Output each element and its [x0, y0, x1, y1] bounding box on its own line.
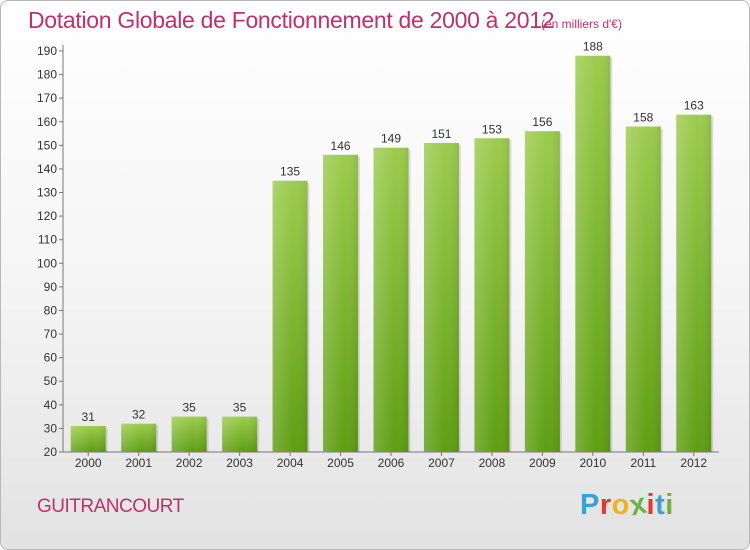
data-label-2000: 31	[82, 410, 96, 424]
data-label-2010: 188	[583, 40, 603, 54]
x-tick-label-2006: 2006	[378, 456, 405, 470]
y-tick-label: 40	[44, 398, 58, 412]
bar-highlight	[323, 154, 359, 452]
commune-name: GUITRANCOURT	[37, 496, 184, 517]
y-tick-label: 70	[44, 327, 58, 341]
data-label-2003: 35	[233, 401, 247, 415]
data-label-2004: 135	[280, 165, 300, 179]
data-label-2008: 153	[482, 122, 502, 136]
x-tick-label-2007: 2007	[428, 456, 455, 470]
y-tick-label: 180	[37, 68, 57, 82]
bar-highlight	[676, 114, 712, 452]
bar-highlight	[625, 126, 661, 452]
y-tick-label: 130	[37, 186, 57, 200]
data-label-2009: 156	[532, 115, 552, 129]
logo-letter: P	[580, 489, 600, 521]
data-label-2002: 35	[182, 401, 196, 415]
bar-highlight	[222, 416, 258, 452]
x-tick-label-2011: 2011	[630, 456, 656, 470]
bar-highlight	[70, 426, 106, 452]
logo-letter: r	[599, 489, 612, 521]
bar-highlight	[171, 416, 207, 452]
data-label-2007: 151	[431, 127, 451, 141]
bar-highlight	[373, 147, 409, 452]
y-tick-label: 150	[37, 138, 57, 152]
y-tick-label: 120	[37, 209, 57, 223]
proxiti-logo: Proxiti	[580, 488, 674, 523]
logo-letter: o	[611, 489, 630, 521]
x-tick-label-2005: 2005	[327, 456, 354, 470]
y-tick-label: 170	[37, 91, 57, 105]
logo-letter: i	[646, 489, 656, 521]
chart-title: Dotation Globale de Fonctionnement de 20…	[28, 7, 555, 33]
bar-highlight	[272, 180, 308, 452]
y-tick-label: 60	[44, 351, 58, 365]
data-label-2012: 163	[684, 99, 704, 113]
y-tick-label: 100	[37, 256, 57, 270]
x-tick-label-2002: 2002	[176, 456, 203, 470]
bar-highlight	[121, 423, 157, 452]
data-label-2001: 32	[132, 408, 146, 422]
data-label-2005: 146	[331, 139, 351, 153]
bar-highlight	[575, 55, 611, 452]
y-tick-label: 30	[44, 421, 58, 435]
logo-letter: t	[655, 489, 666, 521]
bar-highlight	[423, 142, 459, 452]
x-tick-label-2012: 2012	[680, 456, 707, 470]
x-tick-label-2000: 2000	[75, 456, 102, 470]
bar-highlight	[474, 138, 510, 452]
y-tick-label: 190	[37, 44, 57, 58]
chart-subtitle: (en milliers d'€)	[541, 17, 622, 31]
x-tick-label-2001: 2001	[125, 456, 152, 470]
labels: 2000 31 2001 32 2002 35 2003 35 2004 135 2005 146 20…	[75, 40, 708, 470]
x-tick-label-2010: 2010	[579, 456, 606, 470]
y-tick-label: 160	[37, 115, 57, 129]
logo-letter: i	[665, 489, 674, 521]
axes: 20 30 40 50 60 70 80 90 100 110 120 130 140 150 160 170…	[37, 44, 719, 459]
y-tick-label: 50	[44, 374, 58, 388]
y-tick-label: 140	[37, 162, 57, 176]
y-tick-label: 90	[44, 280, 58, 294]
bars	[70, 55, 714, 452]
data-label-2011: 158	[633, 110, 653, 124]
bar-highlight	[524, 131, 560, 452]
x-tick-label-2004: 2004	[277, 456, 304, 470]
y-tick-label: 80	[44, 303, 58, 317]
x-tick-label-2008: 2008	[479, 456, 506, 470]
y-tick-label: 20	[44, 445, 58, 459]
x-tick-label-2009: 2009	[529, 456, 556, 470]
y-tick-label: 110	[38, 233, 57, 247]
data-label-2006: 149	[381, 132, 401, 146]
x-tick-label-2003: 2003	[226, 456, 253, 470]
